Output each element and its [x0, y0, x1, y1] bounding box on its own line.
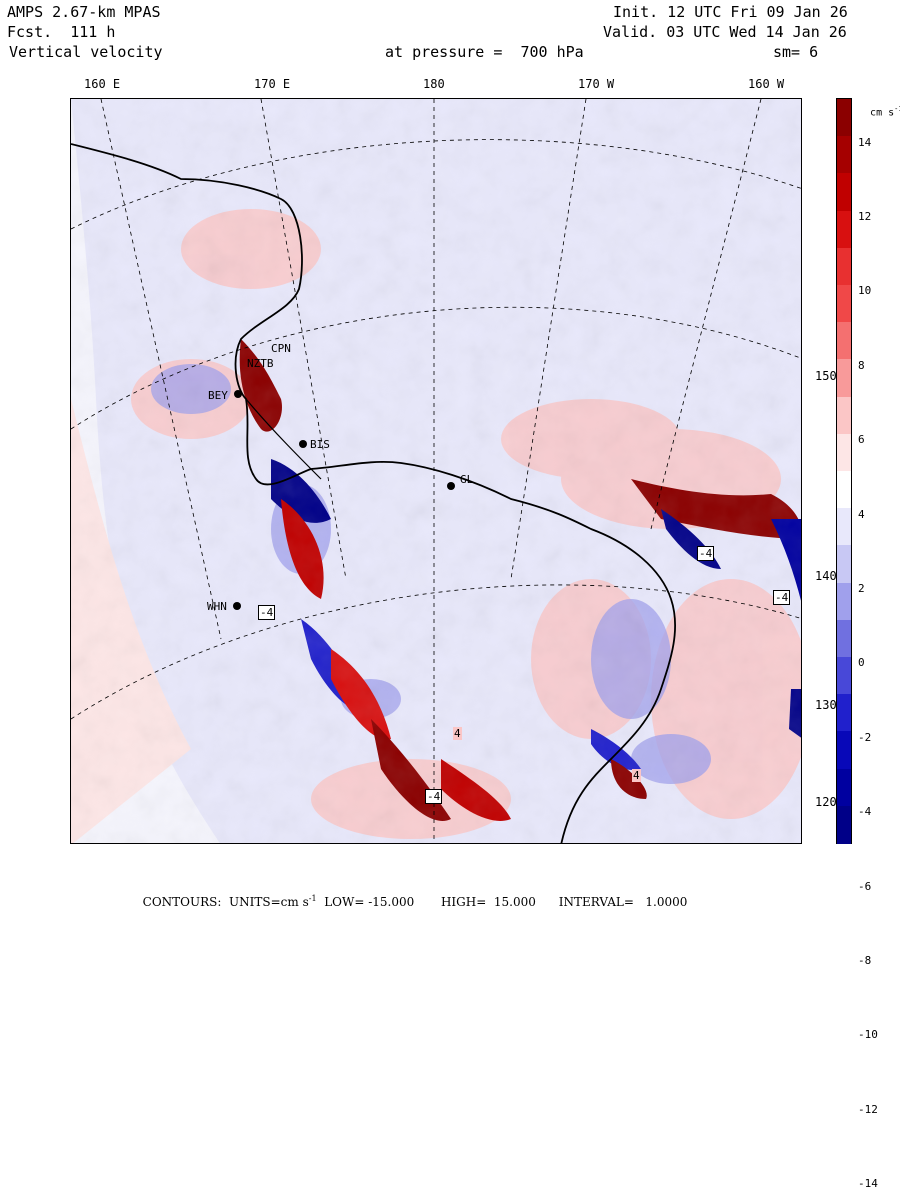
colorbar-segment	[837, 694, 851, 732]
lon-label-170w: 170 W	[578, 77, 615, 91]
colorbar-tick-label: 12	[858, 210, 872, 224]
map-panel	[70, 98, 802, 844]
colorbar-tick-label: -10	[858, 1028, 878, 1042]
station-label-cpn: CPN	[271, 342, 291, 355]
station-label-gl: GL	[460, 473, 474, 486]
contour-label: -4	[258, 605, 276, 620]
colorbar-tick-label: 4	[858, 507, 865, 521]
colorbar-segment	[837, 657, 851, 695]
colorbar-segment	[837, 768, 851, 807]
footer-units: CONTOURS: UNITS=cm s	[142, 895, 309, 909]
vertical-velocity-map	[71, 99, 801, 843]
colorbar-tick-label: -14	[858, 1177, 878, 1190]
colorbar	[836, 98, 852, 844]
colorbar-segment	[837, 731, 851, 770]
footer-low: LOW= -15.000	[324, 895, 415, 909]
station-label-nztb: NZTB	[247, 357, 274, 370]
colorbar-tick-label: 0	[858, 656, 865, 670]
colorbar-tick-label: -12	[858, 1102, 878, 1116]
station-label-bis: BIS	[310, 438, 330, 451]
forecast-hour: Fcst. 111 h	[7, 23, 116, 41]
colorbar-segment	[837, 359, 851, 398]
colorbar-segment	[837, 99, 851, 137]
colorbar-segment	[837, 582, 851, 621]
lon-label-160w: 160 W	[748, 77, 785, 91]
colorbar-tick-label: 10	[858, 284, 872, 298]
smoothing-value: sm= 6	[773, 43, 819, 61]
colorbar-segment	[837, 619, 851, 658]
footer-units-exponent: -1	[308, 894, 317, 903]
station-label-bey: BEY	[208, 389, 228, 402]
pressure-level: at pressure = 700 hPa	[385, 43, 584, 61]
lon-label-170e: 170 E	[254, 77, 291, 91]
colorbar-segment	[837, 285, 851, 323]
contours-footer: CONTOURS: UNITS=cm s-1 LOW= -15.000 HIGH…	[135, 880, 688, 909]
footer-interval: INTERVAL= 1.0000	[558, 895, 688, 909]
init-time: Init. 12 UTC Fri 09 Jan 26	[613, 3, 848, 21]
colorbar-segment	[837, 173, 851, 212]
model-title: AMPS 2.67-km MPAS	[7, 3, 161, 21]
colorbar-segment	[837, 247, 851, 286]
contour-label: -4	[425, 789, 443, 804]
contour-label: 4	[453, 727, 462, 740]
lon-label-160e: 160 E	[84, 77, 121, 91]
contour-label: -4	[773, 590, 791, 605]
colorbar-segment	[837, 545, 851, 584]
footer-high: HIGH= 15.000	[440, 895, 536, 909]
colorbar-segment	[837, 508, 851, 546]
contour-label: 4	[632, 769, 641, 782]
colorbar-segment	[837, 433, 851, 472]
colorbar-segment	[837, 322, 851, 360]
colorbar-tick-label: -6	[858, 879, 872, 893]
colorbar-tick-label: 8	[858, 358, 865, 372]
colorbar-tick-label: 2	[858, 582, 865, 596]
colorbar-units-exponent: -1	[894, 105, 900, 113]
colorbar-segment	[837, 210, 851, 249]
colorbar-segment	[837, 136, 851, 174]
colorbar-tick-label: 14	[858, 135, 872, 149]
colorbar-tick-label: -2	[858, 730, 872, 744]
colorbar-tick-label: -8	[858, 954, 872, 968]
valid-time: Valid. 03 UTC Wed 14 Jan 26	[603, 23, 847, 41]
colorbar-tick-label: -4	[858, 805, 872, 819]
contour-label: -4	[697, 546, 715, 561]
colorbar-tick-label: 6	[858, 433, 865, 447]
lon-label-180: 180	[423, 77, 445, 91]
colorbar-units-text: cm s	[870, 107, 895, 119]
field-name: Vertical velocity	[9, 43, 163, 61]
station-label-whn: WHN	[207, 600, 227, 613]
colorbar-segment	[837, 396, 851, 435]
colorbar-segment	[837, 471, 851, 509]
colorbar-units: cm s-1	[858, 94, 900, 118]
colorbar-segment	[837, 805, 851, 844]
